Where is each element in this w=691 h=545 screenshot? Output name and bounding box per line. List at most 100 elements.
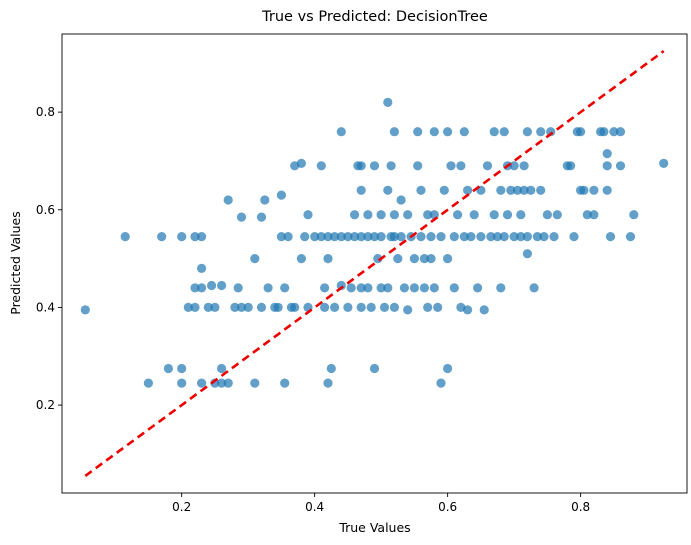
data-point [303, 210, 313, 220]
data-point [509, 161, 519, 171]
data-point [529, 283, 539, 293]
data-point [177, 363, 187, 374]
data-point [489, 210, 499, 220]
data-point [383, 283, 393, 293]
data-point [190, 232, 200, 242]
data-point [143, 378, 153, 388]
data-point [615, 161, 626, 171]
data-point [296, 158, 306, 168]
y-tick-label: 0.2 [36, 398, 55, 412]
data-point [502, 210, 513, 220]
data-point [512, 185, 523, 195]
data-point [369, 232, 380, 242]
data-point [446, 161, 456, 171]
data-point [223, 195, 233, 205]
data-point [456, 161, 466, 171]
data-point [346, 283, 356, 293]
data-point [350, 210, 360, 220]
x-tick-label: 0.4 [305, 500, 324, 514]
data-point [330, 302, 340, 312]
x-tick-label: 0.2 [172, 500, 191, 514]
data-point [80, 305, 90, 315]
data-point [163, 363, 173, 374]
data-point [526, 185, 536, 195]
data-point [522, 249, 533, 259]
data-point [423, 302, 433, 312]
data-point [429, 127, 439, 137]
data-point [243, 302, 253, 312]
data-point [280, 283, 290, 293]
reference-line [84, 50, 665, 477]
data-point [659, 158, 669, 168]
data-point [499, 232, 509, 242]
data-point [403, 305, 413, 315]
data-point [509, 232, 519, 242]
data-point [506, 185, 516, 195]
data-point [579, 185, 589, 195]
data-point [522, 232, 533, 242]
data-point [449, 283, 459, 293]
data-point [629, 210, 639, 220]
data-point [386, 161, 396, 171]
x-axis: 0.2 0.4 0.6 0.8 [172, 493, 590, 514]
data-point [419, 283, 429, 293]
data-point [296, 254, 306, 264]
data-point [522, 127, 533, 137]
data-point [463, 185, 473, 195]
data-point [316, 161, 326, 171]
data-point [223, 378, 233, 388]
data-point [250, 378, 260, 388]
data-point [469, 210, 479, 220]
data-point [416, 185, 426, 195]
data-point [393, 254, 403, 264]
data-point [602, 149, 612, 159]
data-point [197, 378, 207, 388]
data-point [336, 232, 346, 242]
data-point [177, 378, 187, 388]
data-point [423, 210, 433, 220]
data-point [599, 127, 609, 137]
y-axis-label: Predicted Values [8, 211, 23, 315]
data-point [436, 232, 446, 242]
data-point [479, 305, 489, 315]
y-axis: 0.2 0.4 0.6 0.8 [36, 105, 62, 412]
data-point [602, 185, 612, 195]
data-point [519, 185, 529, 195]
data-point [492, 232, 503, 242]
data-point [426, 254, 436, 264]
data-point [496, 185, 506, 195]
data-point [190, 283, 200, 293]
data-point [217, 363, 227, 374]
data-point [283, 232, 293, 242]
data-point [197, 232, 207, 242]
data-point [389, 127, 399, 137]
data-point [542, 210, 553, 220]
data-point [363, 232, 373, 242]
data-point [273, 302, 283, 312]
data-point [157, 232, 167, 242]
data-point [536, 127, 546, 137]
data-point [413, 161, 423, 171]
data-point [177, 232, 187, 242]
data-point [217, 378, 227, 388]
data-point [356, 283, 366, 293]
data-point [280, 378, 290, 388]
data-point [429, 283, 439, 293]
data-point [396, 195, 406, 205]
data-point [120, 232, 130, 242]
data-point [376, 210, 386, 220]
data-point [582, 210, 592, 220]
data-point [552, 210, 562, 220]
data-point [323, 232, 333, 242]
data-point [330, 232, 340, 242]
data-point [625, 232, 636, 242]
y-tick-label: 0.6 [36, 203, 55, 217]
data-point [197, 263, 207, 273]
data-point [366, 302, 376, 312]
data-point [320, 302, 330, 312]
data-point [350, 232, 360, 242]
data-point [463, 305, 473, 315]
data-point [602, 161, 612, 171]
data-point [197, 283, 207, 293]
plot-frame [61, 33, 688, 494]
